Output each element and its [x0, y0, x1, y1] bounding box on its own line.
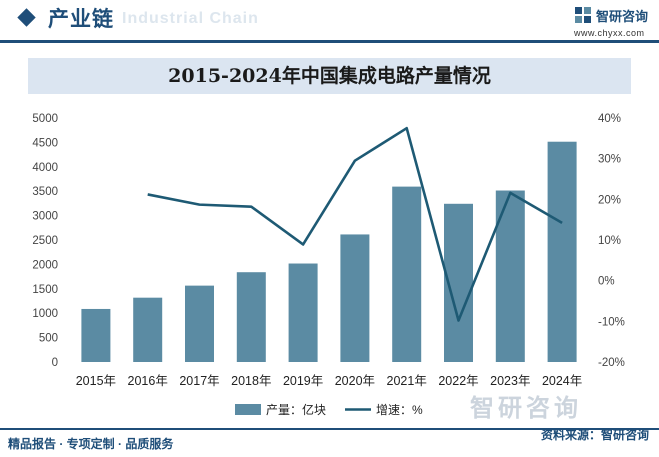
left-axis-tick-label: 2000 [32, 259, 58, 271]
right-axis-tick-label: 0% [598, 276, 615, 288]
right-axis-tick-label: 30% [598, 154, 621, 166]
section-title: 产业链 [48, 8, 114, 31]
header-rule [0, 40, 659, 43]
right-axis-tick-label: -20% [598, 357, 625, 369]
legend-line-label: 增速：% [376, 403, 423, 417]
x-axis-tick-label: 2016年 [128, 374, 168, 388]
x-axis-tick-label: 2018年 [231, 374, 271, 388]
left-axis-tick-label: 3000 [32, 211, 58, 223]
right-axis-tick-label: 20% [598, 194, 621, 206]
left-axis-tick-label: 5000 [32, 113, 58, 125]
brand-logo-icon [575, 7, 591, 23]
chart-title: 2015-2024年中国集成电路产量情况 [168, 65, 491, 87]
x-axis-tick-label: 2022年 [438, 374, 478, 388]
brand-name: 智研咨询 [596, 9, 649, 24]
legend-bar-label: 产量：亿块 [266, 402, 326, 417]
brand-url: www.chyxx.com [574, 28, 645, 38]
x-axis-tick-label: 2015年 [76, 374, 116, 388]
header: Industrial Chain 产业链 智研咨询 www.chyxx.com [0, 0, 659, 40]
left-axis-tick-label: 500 [39, 333, 58, 345]
watermark-text: 智研咨询 [470, 395, 582, 422]
bar-2016年 [133, 297, 163, 362]
left-axis-tick-label: 4000 [32, 162, 58, 174]
x-axis-tick-label: 2019年 [283, 374, 323, 388]
bar-2017年 [185, 285, 214, 362]
footer-source: 资料来源：智研咨询 [540, 428, 649, 442]
legend-bar-swatch [235, 404, 261, 415]
left-axis-tick-label: 4500 [32, 137, 58, 149]
bar-2020年 [340, 234, 370, 362]
bar-2015年 [81, 308, 111, 362]
bar-2024年 [547, 141, 577, 362]
x-axis-tick-label: 2020年 [335, 374, 375, 388]
right-axis-tick-label: 10% [598, 235, 621, 247]
bar-2021年 [392, 186, 422, 362]
left-axis-tick-label: 3500 [32, 186, 58, 198]
bar-2018年 [236, 272, 266, 362]
left-axis-tick-label: 1000 [32, 308, 58, 320]
x-axis-tick-label: 2023年 [490, 374, 530, 388]
section-ghost-text: Industrial Chain [122, 10, 259, 27]
left-axis-tick-label: 2500 [32, 235, 58, 247]
footer-rule [0, 428, 659, 430]
footer-slogan: 精品报告 · 专项定制 · 品质服务 [8, 437, 174, 451]
left-axis-tick-label: 1500 [32, 284, 58, 296]
bar-2019年 [288, 263, 318, 362]
right-axis-tick-label: 40% [598, 113, 621, 125]
left-axis-tick-label: 0 [52, 357, 58, 369]
chart-title-band: 2015-2024年中国集成电路产量情况 [28, 58, 631, 94]
x-axis-tick-label: 2021年 [387, 374, 427, 388]
x-axis-tick-label: 2024年 [542, 374, 582, 388]
x-axis-tick-label: 2017年 [179, 374, 219, 388]
right-axis-tick-label: -10% [598, 316, 625, 328]
